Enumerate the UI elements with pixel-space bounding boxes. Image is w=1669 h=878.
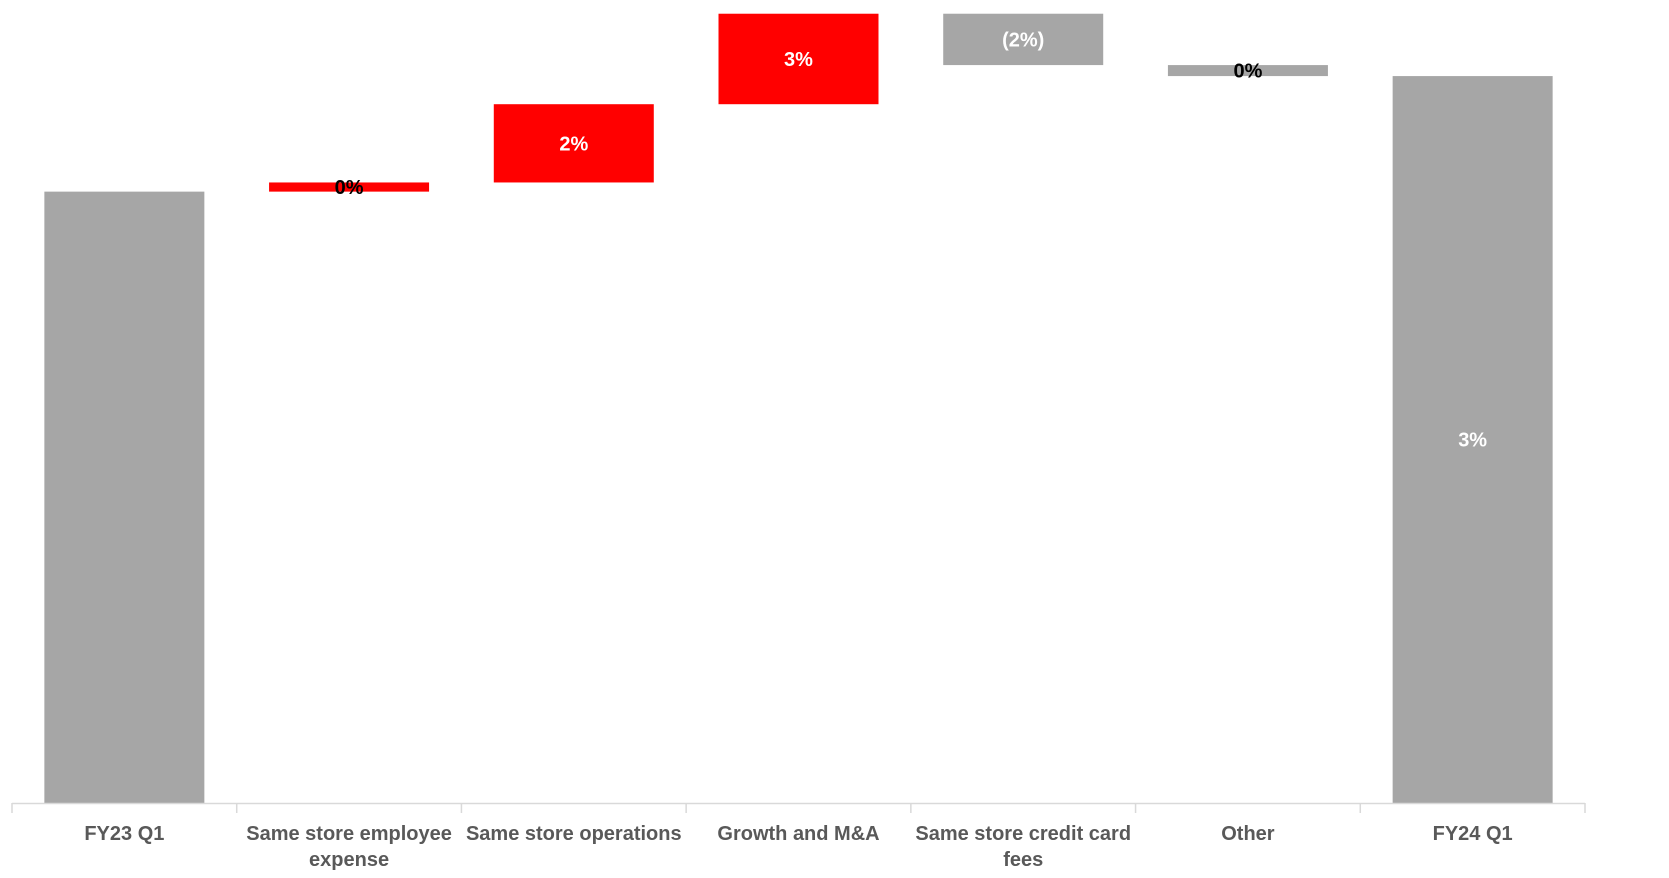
bar-total-0 bbox=[44, 191, 205, 803]
x-tick-label-3: Growth and M&A bbox=[717, 823, 879, 845]
data-label-4: (2%) bbox=[1002, 29, 1044, 51]
bar-delta-5 bbox=[1167, 65, 1328, 77]
data-label-1: 0% bbox=[335, 177, 364, 199]
bar-delta-1 bbox=[269, 182, 430, 192]
x-tick-label-1-line-0: Same store employee bbox=[246, 823, 452, 845]
bar-delta-4 bbox=[943, 13, 1104, 66]
bar-delta-3 bbox=[718, 13, 879, 105]
data-label-3: 3% bbox=[784, 49, 813, 71]
x-tick-label-6: FY24 Q1 bbox=[1433, 823, 1513, 845]
bar-total-6 bbox=[1392, 76, 1553, 804]
x-tick-label-0: FY23 Q1 bbox=[84, 823, 164, 845]
bar-delta-2 bbox=[493, 104, 654, 183]
data-label-6: 3% bbox=[1458, 430, 1487, 452]
x-tick-label-4-line-1: fees bbox=[1003, 849, 1043, 871]
data-label-5: 0% bbox=[1233, 61, 1262, 83]
x-tick-label-1-line-1: expense bbox=[309, 849, 389, 871]
x-tick-label-4-line-0: Same store credit card bbox=[915, 823, 1131, 845]
data-label-2: 2% bbox=[559, 133, 588, 155]
x-tick-label-5: Other bbox=[1221, 823, 1275, 845]
x-tick-label-2: Same store operations bbox=[466, 823, 682, 845]
